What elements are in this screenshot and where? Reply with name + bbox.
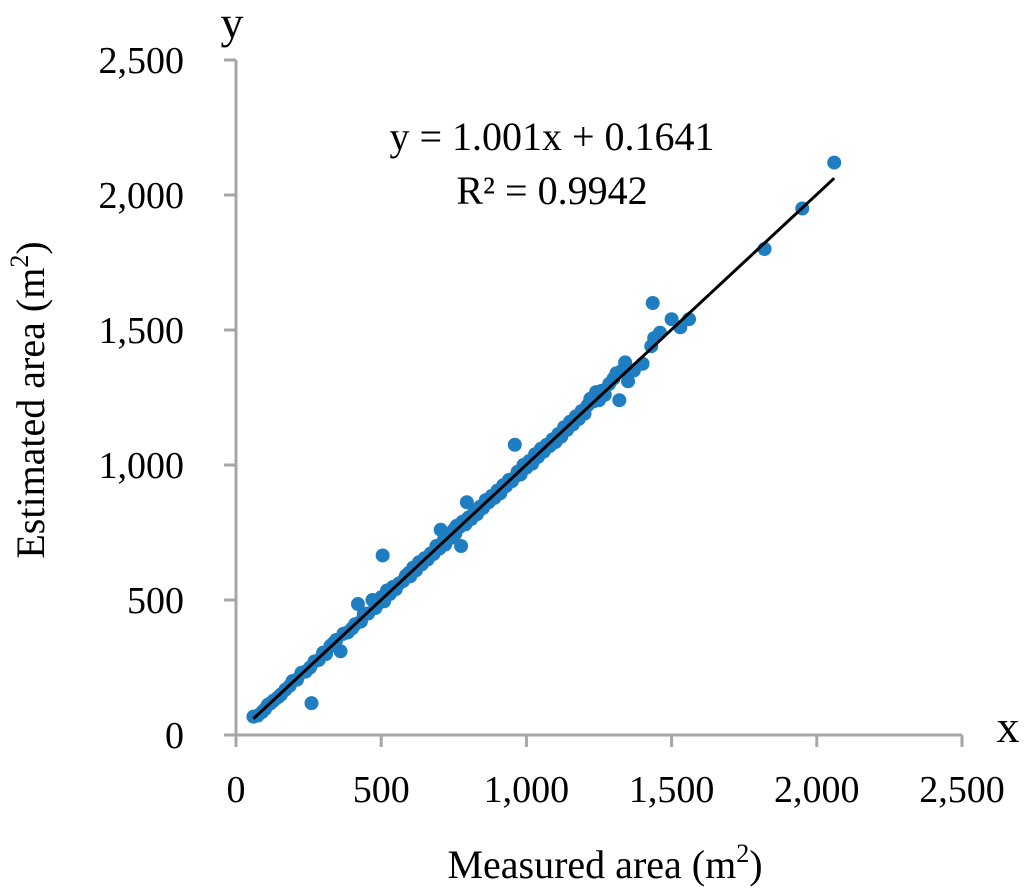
x-tick-label: 2,000 <box>774 769 860 811</box>
trendline <box>252 177 836 720</box>
data-point <box>597 387 612 402</box>
data-point <box>333 644 348 659</box>
y-axis-title-text: Estimated area (m <box>8 268 53 559</box>
x-tick-label: 1,500 <box>629 769 715 811</box>
y-tick-label: 1,500 <box>99 310 185 352</box>
equation-annotation: y = 1.001x + 0.1641 <box>389 114 714 159</box>
data-point <box>645 296 660 310</box>
data-point <box>459 495 474 510</box>
y-tick-label: 500 <box>127 580 184 622</box>
data-point <box>507 437 522 452</box>
y-tick-label: 2,000 <box>99 175 185 217</box>
y-ticks: 0 500 1,000 1,500 2,000 2,500 <box>99 40 236 757</box>
r-squared-annotation: R² = 0.9942 <box>456 168 647 213</box>
x-tick-label: 500 <box>353 769 410 811</box>
y-axis-letter: y <box>221 0 244 48</box>
data-point <box>635 356 650 371</box>
x-tick-label: 1,000 <box>484 769 570 811</box>
y-tick-label: 1,000 <box>99 445 185 487</box>
data-points <box>246 155 842 724</box>
y-axis-title-sup: 2 <box>5 255 34 268</box>
data-point <box>304 696 319 711</box>
y-tick-label: 2,500 <box>99 40 185 82</box>
x-axis-title-sup: 2 <box>736 839 749 868</box>
data-point <box>375 548 390 563</box>
y-tick-label: 0 <box>165 715 184 757</box>
x-tick-label: 0 <box>227 769 246 811</box>
y-axis-title-close: ) <box>8 241 53 254</box>
data-point <box>612 393 627 408</box>
axes: 0 500 1,000 1,500 2,000 2,500 0 500 1,000 1,500 2… <box>99 40 1005 811</box>
x-axis-letter: x <box>997 701 1020 752</box>
data-point <box>454 539 469 553</box>
x-axis-title-close: ) <box>749 842 762 887</box>
x-axis-title-text: Measured area (m <box>447 842 736 887</box>
data-point <box>827 155 842 170</box>
x-ticks: 0 500 1,000 1,500 2,000 2,500 <box>227 735 1005 811</box>
y-axis-title: Estimated area (m2) <box>5 241 53 558</box>
data-point <box>621 374 636 389</box>
x-tick-label: 2,500 <box>919 769 1005 811</box>
x-axis-title: Measured area (m2) <box>447 839 762 887</box>
